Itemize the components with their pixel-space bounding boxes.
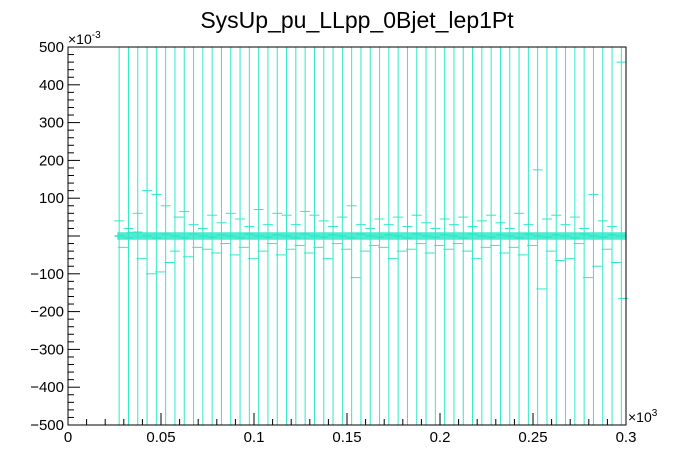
x-tick-label: 0.1 <box>244 429 265 446</box>
zero-band <box>117 232 626 240</box>
y-tick-label: 400 <box>39 77 64 94</box>
y-multiplier-exponent: -3 <box>92 30 101 41</box>
x-tick-label: 0.2 <box>430 429 451 446</box>
y-tick-label: −400 <box>30 379 64 396</box>
y-tick-label: −200 <box>30 304 64 321</box>
y-tick-label: 100 <box>39 190 64 207</box>
y-tick-label: −100 <box>30 266 64 283</box>
y-axis: 500 400 300 200 100 −100 −200 −300 −400 −500 <box>30 39 80 434</box>
y-tick-label: 300 <box>39 115 64 132</box>
y-multiplier-base: ×10 <box>68 31 92 47</box>
y-axis-multiplier: ×10-3 <box>68 30 101 47</box>
x-multiplier-base: ×10 <box>628 409 652 425</box>
x-tick-label: 0 <box>64 429 72 446</box>
x-tick-label: 0.25 <box>518 429 547 446</box>
x-tick-label: 0.05 <box>146 429 175 446</box>
x-tick-label: 0.3 <box>616 429 637 446</box>
y-tick-label: 500 <box>39 39 64 56</box>
x-axis: 0 0.05 0.1 0.15 0.2 0.25 0.3 <box>64 413 637 446</box>
y-tick-label: −500 <box>30 417 64 434</box>
x-tick-label: 0.15 <box>332 429 361 446</box>
x-multiplier-exponent: 3 <box>652 408 658 419</box>
x-axis-multiplier: ×103 <box>628 408 658 425</box>
y-tick-label: −300 <box>30 341 64 358</box>
y-tick-label: 200 <box>39 152 64 169</box>
chart-title: SysUp_pu_LLpp_0Bjet_lep1Pt <box>200 7 514 33</box>
data-marks-group <box>114 61 629 299</box>
